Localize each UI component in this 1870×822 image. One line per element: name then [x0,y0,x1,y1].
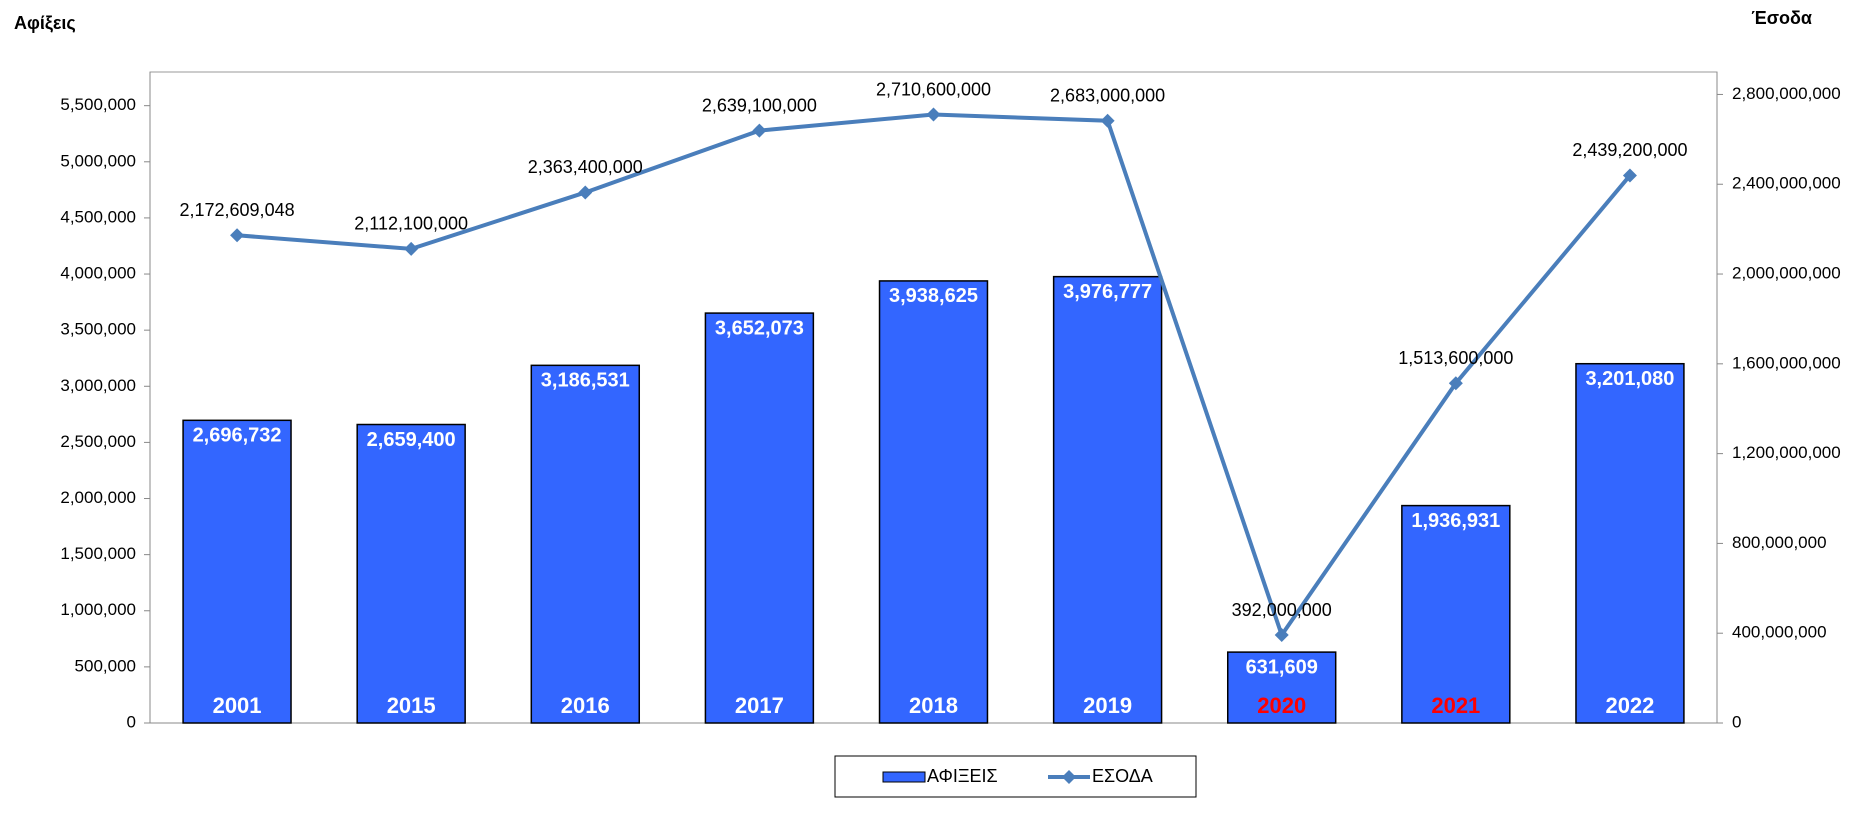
y-tick-label: 5,000,000 [60,151,136,170]
line-marker [404,241,419,256]
y2-tick-label: 1,600,000,000 [1732,353,1841,372]
bar-value-label: 3,938,625 [889,285,978,307]
y2-tick-label: 800,000,000 [1732,533,1827,552]
x-tick-label: 2022 [1605,693,1654,718]
line-marker [1448,376,1463,391]
x-tick-label: 2017 [735,693,784,718]
bar [704,312,815,724]
y-tick-label: 1,500,000 [60,544,136,563]
line-marker [926,107,941,122]
bar [1575,362,1685,724]
line-value-label: 2,639,100,000 [702,95,817,115]
y-axis-title: Αφίξεις [14,13,76,34]
line-value-label: 2,363,400,000 [528,157,643,177]
bar [356,423,466,724]
y-tick-label: 4,500,000 [60,207,136,226]
bar-value-label: 3,186,531 [541,370,630,392]
line-value-label: 2,710,600,000 [876,79,991,99]
bar [530,364,641,724]
bar [182,419,292,724]
y2-tick-label: 2,800,000,000 [1732,84,1841,103]
legend-label: ΕΣΟΔΑ [1092,766,1153,786]
line-marker [578,185,593,200]
y-tick-label: 0 [127,712,136,731]
bar-value-label: 631,609 [1246,656,1318,678]
x-tick-label: 2020 [1257,693,1306,718]
bar-value-label: 1,936,931 [1411,510,1500,532]
y2-tick-label: 0 [1732,712,1741,731]
bar [1226,651,1337,724]
y-tick-label: 3,500,000 [60,320,136,339]
line-value-label: 1,513,600,000 [1398,348,1513,368]
bar [1401,504,1511,724]
y2-tick-label: 2,400,000,000 [1732,174,1841,193]
line-marker [752,123,767,138]
x-tick-label: 2016 [561,693,610,718]
line-value-label: 392,000,000 [1232,600,1332,620]
bar-value-label: 3,976,777 [1063,281,1152,303]
bar-value-label: 2,659,400 [367,429,456,451]
y-tick-label: 500,000 [75,656,136,675]
line-value-label: 2,439,200,000 [1572,140,1687,160]
y-tick-label: 1,000,000 [60,600,136,619]
line-value-label: 2,172,609,048 [179,200,294,220]
legend-label: ΑΦΙΞΕΙΣ [927,766,998,786]
y-tick-label: 4,000,000 [60,264,136,283]
line-marker [230,228,245,243]
bar [878,280,989,724]
x-tick-label: 2018 [909,693,958,718]
legend-swatch-marker [1062,770,1076,784]
y-tick-label: 5,500,000 [60,95,136,114]
x-tick-label: 2015 [387,693,436,718]
y-tick-label: 3,000,000 [60,376,136,395]
line-value-label: 2,683,000,000 [1050,85,1165,105]
bar-value-label: 2,696,732 [193,425,282,447]
line-value-label: 2,112,100,000 [354,214,468,234]
y-tick-label: 2,000,000 [60,488,136,507]
line-marker [1622,168,1637,183]
bar-value-label: 3,201,080 [1585,368,1674,390]
y2-tick-label: 1,200,000,000 [1732,443,1841,462]
line-marker [1100,113,1115,128]
y2-axis-title: Έσοδα [1751,8,1812,28]
x-tick-label: 2021 [1431,693,1480,718]
y-tick-label: 2,500,000 [60,432,136,451]
y2-tick-label: 2,000,000,000 [1732,264,1841,283]
bar [1052,275,1163,724]
legend-swatch [882,771,926,783]
bar-value-label: 3,652,073 [715,317,804,339]
x-tick-label: 2001 [213,693,262,718]
y2-tick-label: 400,000,000 [1732,623,1827,642]
line-marker [1274,628,1289,643]
x-tick-label: 2019 [1083,693,1132,718]
